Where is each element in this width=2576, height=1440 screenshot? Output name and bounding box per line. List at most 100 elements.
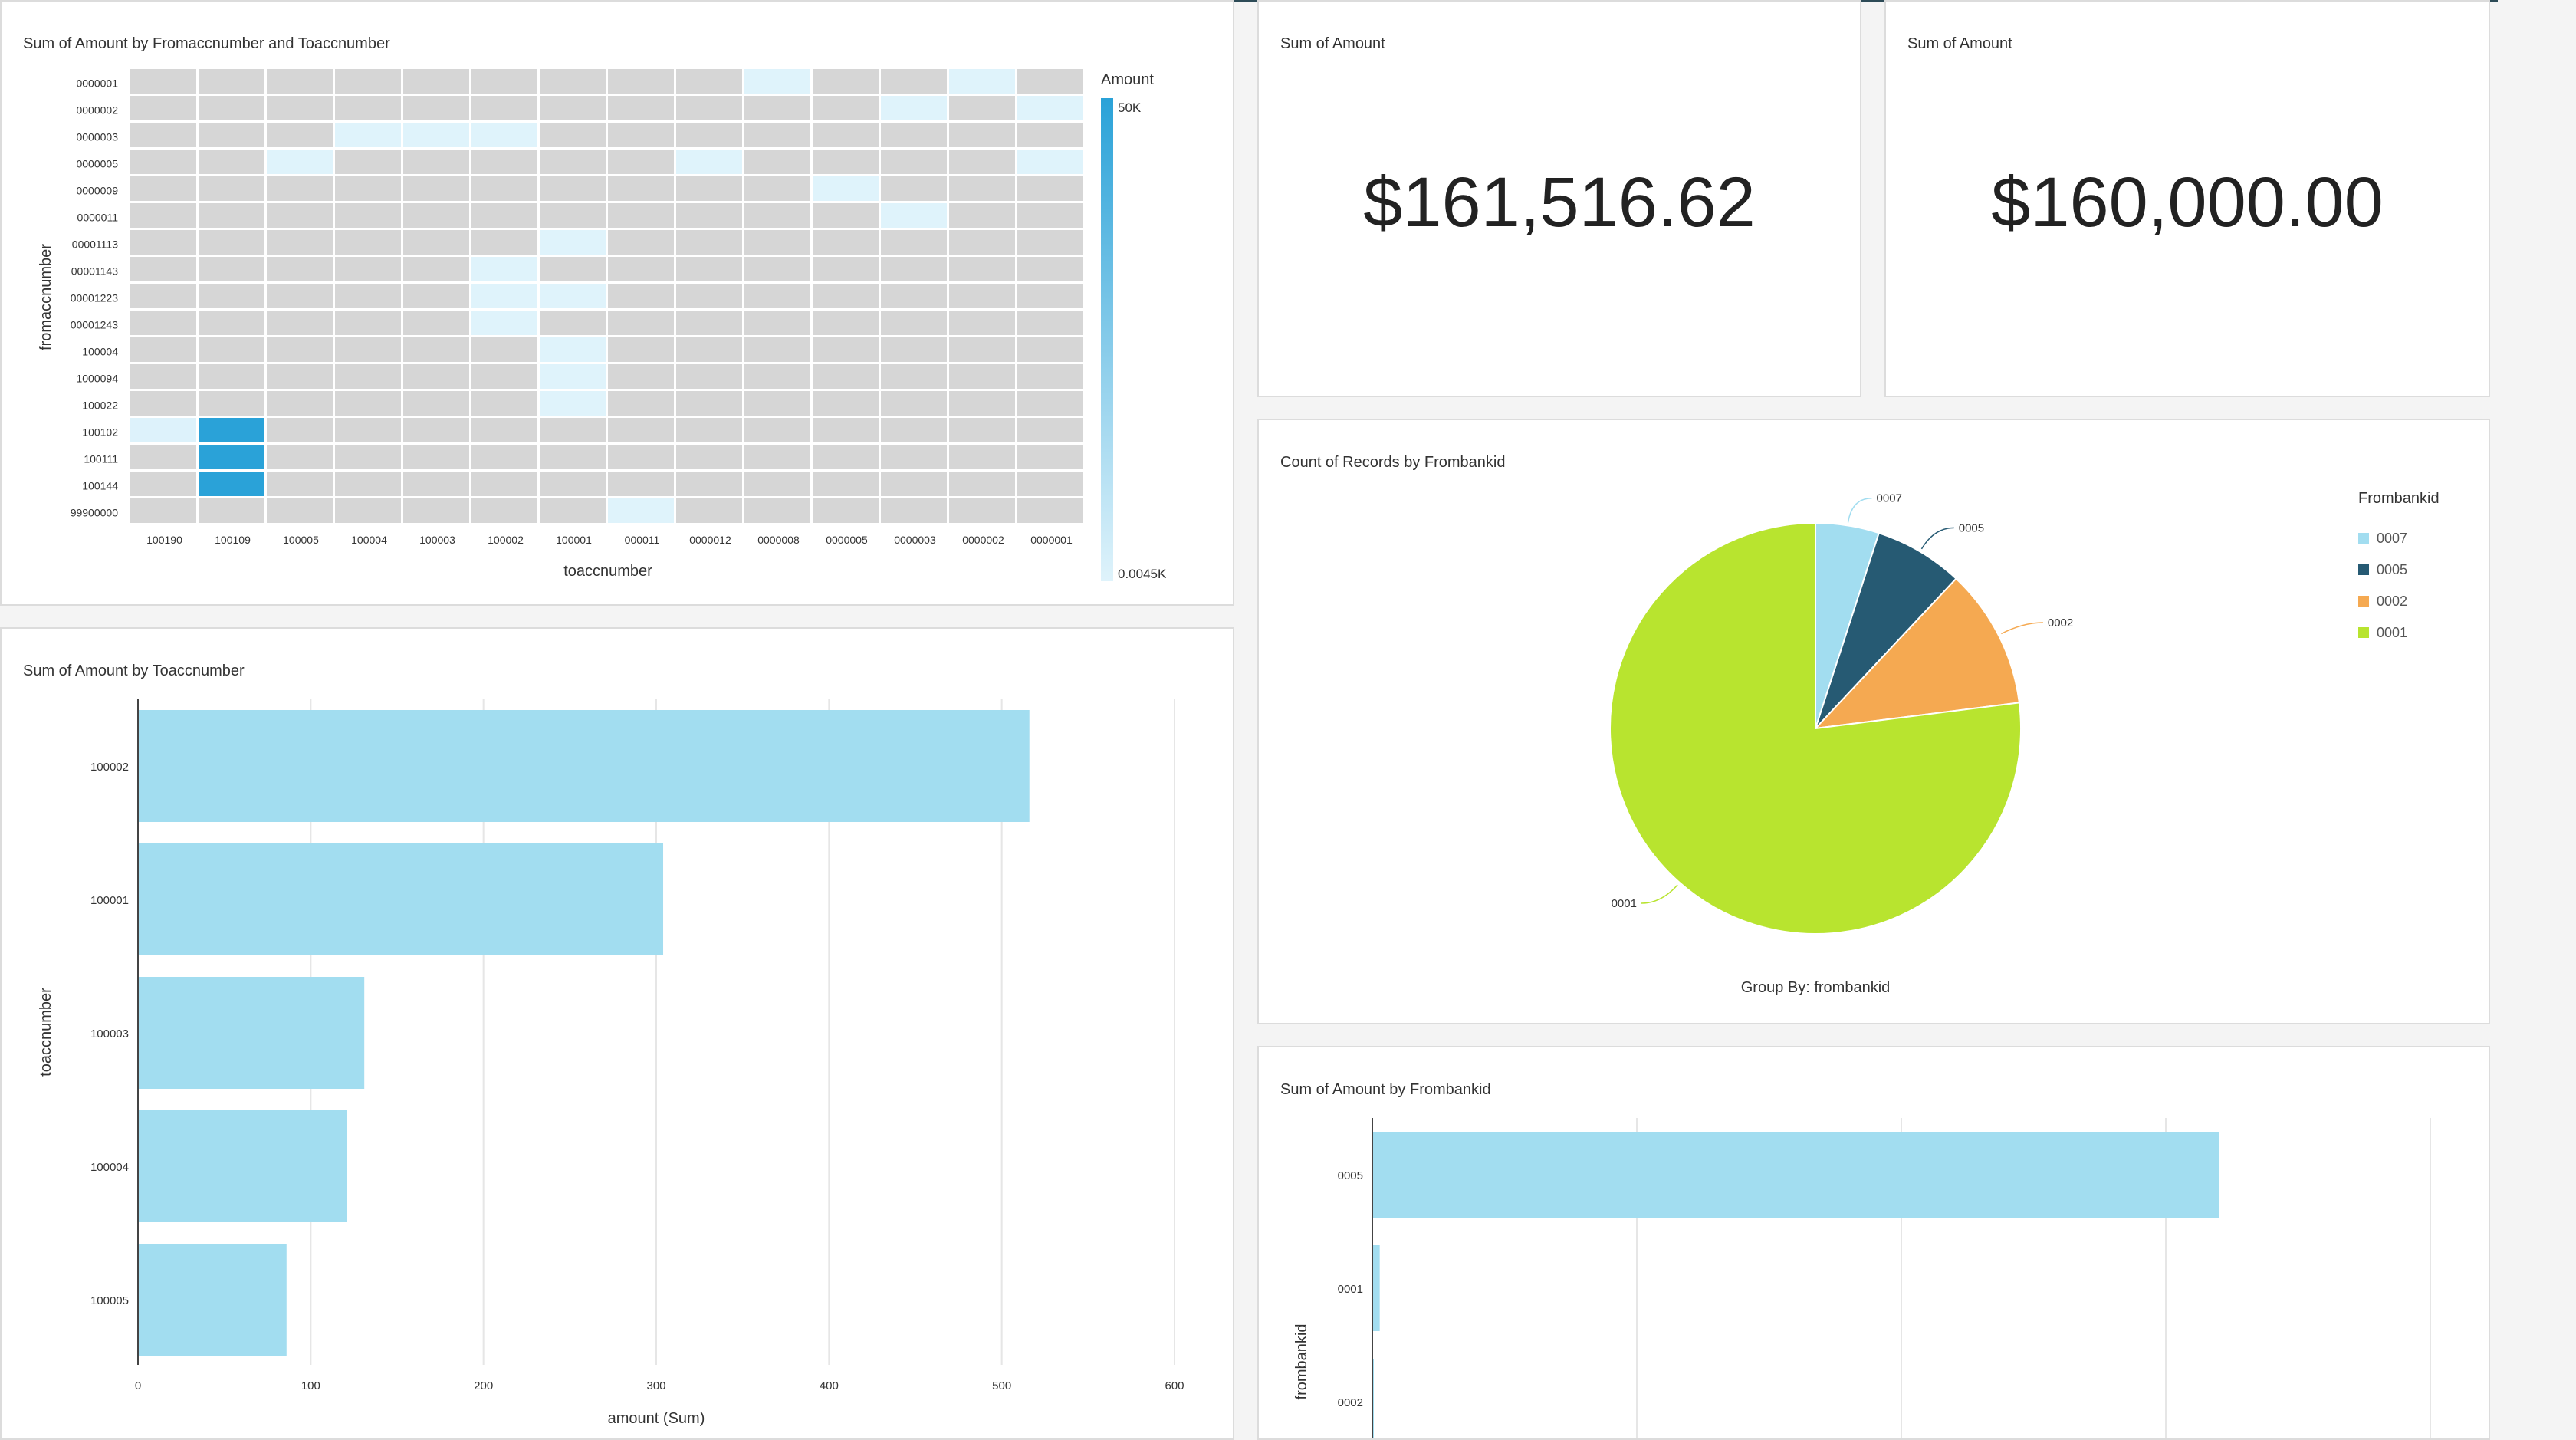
- heatmap-cell[interactable]: [540, 150, 606, 174]
- heatmap-cell[interactable]: [472, 498, 537, 523]
- heatmap-cell[interactable]: [676, 445, 742, 469]
- heatmap-cell[interactable]: [540, 230, 606, 255]
- heatmap-cell[interactable]: [813, 445, 879, 469]
- heatmap-cell[interactable]: [540, 176, 606, 201]
- heatmap-cell[interactable]: [881, 418, 947, 442]
- heatmap-cell[interactable]: [199, 284, 264, 308]
- heatmap-cell[interactable]: [744, 364, 810, 389]
- heatmap-cell[interactable]: [335, 364, 401, 389]
- heatmap-cell[interactable]: [608, 472, 674, 496]
- heatmap-cell[interactable]: [335, 498, 401, 523]
- heatmap-cell[interactable]: [676, 418, 742, 442]
- heatmap-cell[interactable]: [949, 176, 1015, 201]
- pie-slice[interactable]: [1815, 531, 1957, 729]
- heatmap-cell[interactable]: [130, 391, 196, 416]
- heatmap-cell[interactable]: [267, 284, 333, 308]
- heatmap-cell[interactable]: [199, 123, 264, 147]
- heatmap-cell[interactable]: [403, 203, 469, 228]
- heatmap-cell[interactable]: [472, 472, 537, 496]
- heatmap-cell[interactable]: [130, 96, 196, 120]
- heatmap-cell[interactable]: [335, 472, 401, 496]
- heatmap-cell[interactable]: [403, 391, 469, 416]
- heatmap-cell[interactable]: [744, 69, 810, 94]
- heatmap-cell[interactable]: [676, 391, 742, 416]
- heatmap-cell[interactable]: [130, 203, 196, 228]
- heatmap-cell[interactable]: [540, 364, 606, 389]
- heatmap-cell[interactable]: [1017, 284, 1083, 308]
- heatmap-cell[interactable]: [540, 472, 606, 496]
- heatmap-cell[interactable]: [199, 472, 264, 496]
- heatmap-cell[interactable]: [472, 230, 537, 255]
- bar[interactable]: [1372, 1132, 2219, 1218]
- heatmap-cell[interactable]: [813, 257, 879, 281]
- heatmap-cell[interactable]: [676, 203, 742, 228]
- heatmap-cell[interactable]: [813, 203, 879, 228]
- heatmap-cell[interactable]: [608, 445, 674, 469]
- heatmap-cell[interactable]: [949, 230, 1015, 255]
- heatmap-cell[interactable]: [540, 337, 606, 362]
- heatmap-cell[interactable]: [199, 311, 264, 335]
- heatmap-cell[interactable]: [472, 176, 537, 201]
- heatmap-cell[interactable]: [267, 445, 333, 469]
- pie-legend-label[interactable]: 0002: [2377, 593, 2407, 609]
- bar[interactable]: [138, 710, 1030, 822]
- heatmap-cell[interactable]: [540, 311, 606, 335]
- heatmap-cell[interactable]: [199, 150, 264, 174]
- heatmap-cell[interactable]: [949, 96, 1015, 120]
- heatmap-cell[interactable]: [540, 96, 606, 120]
- heatmap-cell[interactable]: [199, 203, 264, 228]
- heatmap-cell[interactable]: [676, 472, 742, 496]
- heatmap-cell[interactable]: [676, 311, 742, 335]
- heatmap-cell[interactable]: [744, 311, 810, 335]
- heatmap-cell[interactable]: [472, 69, 537, 94]
- heatmap-cell[interactable]: [744, 337, 810, 362]
- heatmap-cell[interactable]: [744, 472, 810, 496]
- pie-legend-label[interactable]: 0001: [2377, 625, 2407, 640]
- heatmap-cell[interactable]: [608, 284, 674, 308]
- heatmap-cell[interactable]: [881, 257, 947, 281]
- heatmap-cell[interactable]: [881, 230, 947, 255]
- heatmap-cell[interactable]: [608, 257, 674, 281]
- heatmap-cell[interactable]: [403, 284, 469, 308]
- bar[interactable]: [1372, 1245, 1380, 1331]
- pie-legend-swatch[interactable]: [2358, 564, 2369, 575]
- heatmap-cell[interactable]: [676, 123, 742, 147]
- heatmap-cell[interactable]: [540, 445, 606, 469]
- heatmap-cell[interactable]: [403, 150, 469, 174]
- heatmap-cell[interactable]: [608, 150, 674, 174]
- heatmap-cell[interactable]: [335, 391, 401, 416]
- bar[interactable]: [138, 843, 664, 955]
- heatmap-cell[interactable]: [813, 284, 879, 308]
- heatmap-cell[interactable]: [881, 176, 947, 201]
- heatmap-cell[interactable]: [335, 203, 401, 228]
- bar[interactable]: [138, 977, 365, 1089]
- heatmap-cell[interactable]: [540, 284, 606, 308]
- heatmap-cell[interactable]: [1017, 364, 1083, 389]
- heatmap-cell[interactable]: [1017, 203, 1083, 228]
- heatmap-cell[interactable]: [813, 150, 879, 174]
- heatmap-cell[interactable]: [676, 96, 742, 120]
- heatmap-cell[interactable]: [1017, 391, 1083, 416]
- heatmap-cell[interactable]: [676, 284, 742, 308]
- heatmap-cell[interactable]: [267, 498, 333, 523]
- heatmap-cell[interactable]: [130, 257, 196, 281]
- heatmap-cell[interactable]: [335, 337, 401, 362]
- pie-legend-label[interactable]: 0005: [2377, 562, 2407, 577]
- heatmap-cell[interactable]: [949, 337, 1015, 362]
- heatmap-cell[interactable]: [130, 123, 196, 147]
- heatmap-cell[interactable]: [949, 150, 1015, 174]
- heatmap-cell[interactable]: [881, 391, 947, 416]
- heatmap-cell[interactable]: [881, 284, 947, 308]
- heatmap-cell[interactable]: [199, 498, 264, 523]
- heatmap-cell[interactable]: [335, 150, 401, 174]
- heatmap-cell[interactable]: [676, 337, 742, 362]
- heatmap-cell[interactable]: [472, 311, 537, 335]
- heatmap-cell[interactable]: [813, 176, 879, 201]
- heatmap-cell[interactable]: [1017, 123, 1083, 147]
- heatmap-cell[interactable]: [881, 203, 947, 228]
- heatmap-cell[interactable]: [881, 123, 947, 147]
- heatmap-cell[interactable]: [949, 498, 1015, 523]
- heatmap-cell[interactable]: [813, 391, 879, 416]
- heatmap-cell[interactable]: [1017, 418, 1083, 442]
- heatmap-cell[interactable]: [540, 391, 606, 416]
